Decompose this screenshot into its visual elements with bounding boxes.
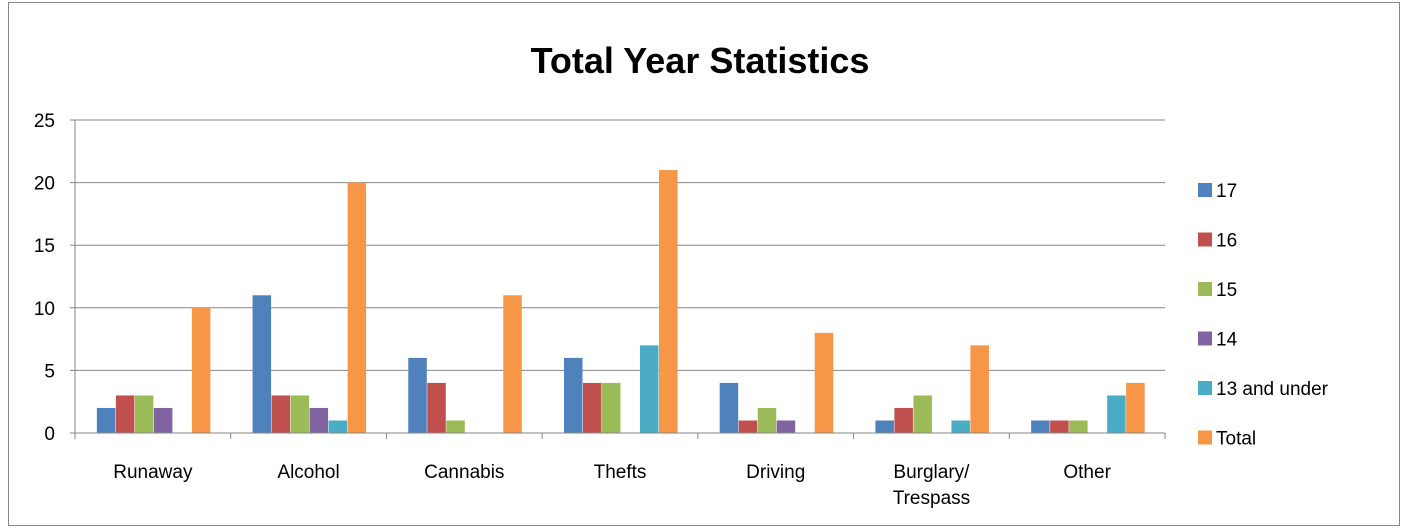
bar: [252, 295, 272, 433]
chart-area: Total Year Statistics 0 5 10 15 20 25 Runaway…: [8, 2, 1400, 526]
bar: [290, 395, 310, 433]
y-tick-label: 25: [34, 111, 55, 132]
legend-label: Total: [1216, 429, 1256, 450]
bar: [564, 357, 583, 433]
bar: [427, 382, 446, 433]
bar: [738, 420, 758, 433]
x-category-label: Other: [1063, 462, 1111, 483]
bar: [153, 407, 173, 433]
bar: [96, 407, 116, 433]
bar: [271, 395, 291, 433]
legend-label: 14: [1216, 330, 1238, 351]
bar: [1050, 420, 1069, 433]
legend-swatch: [1198, 282, 1212, 296]
legend-swatch: [1198, 381, 1212, 395]
bar: [191, 307, 211, 433]
bar: [309, 407, 329, 433]
bar: [951, 420, 970, 433]
x-category-label: Driving: [746, 462, 805, 483]
y-tick-label: 20: [34, 174, 55, 195]
legend-label: 13 and under: [1216, 379, 1329, 400]
x-category-label: Thefts: [594, 462, 647, 483]
legend-label: 17: [1216, 181, 1237, 202]
legend-label: 15: [1216, 280, 1237, 301]
bar: [814, 332, 834, 433]
x-category-label: Alcohol: [277, 462, 339, 483]
bar: [1107, 395, 1126, 433]
legend-swatch: [1198, 232, 1212, 247]
bar: [875, 420, 894, 433]
y-axis: 0 5 10 15 20 25: [34, 111, 76, 445]
legend-swatch: [1198, 430, 1212, 445]
bar-chart: Total Year Statistics 0 5 10 15 20 25 Runaway…: [34, 40, 1329, 509]
x-category-label: Trespass: [893, 488, 970, 509]
bar: [446, 420, 465, 433]
bar: [776, 420, 796, 433]
bar: [894, 407, 913, 433]
y-tick-label: 10: [34, 299, 55, 320]
bars: [96, 170, 1145, 433]
x-axis: Runaway Alcohol Cannabis Thefts Driving Burgl…: [74, 432, 1166, 509]
legend-swatch: [1198, 331, 1212, 346]
x-category-label: Runaway: [113, 462, 193, 483]
bar: [1126, 382, 1145, 433]
legend-label: 16: [1216, 231, 1237, 252]
chart-title: Total Year Statistics: [531, 40, 870, 81]
y-tick-label: 0: [44, 424, 55, 445]
bar: [408, 357, 427, 433]
bar: [913, 395, 932, 433]
x-category-label: Cannabis: [424, 462, 504, 483]
y-tick-label: 5: [44, 361, 55, 382]
bar: [503, 295, 522, 433]
bar: [659, 170, 678, 433]
bar: [328, 420, 348, 433]
bar: [134, 395, 154, 433]
bar: [757, 407, 777, 433]
legend-swatch: [1198, 183, 1212, 197]
bar: [347, 182, 367, 433]
legend: 17 16 15 14 13 and under Total: [1198, 181, 1329, 450]
bar: [970, 345, 989, 433]
bar: [1031, 420, 1050, 433]
x-category-label: Burglary/: [893, 462, 970, 483]
bar: [1069, 420, 1088, 433]
y-tick-label: 15: [34, 236, 55, 257]
bar: [640, 345, 659, 433]
bar: [115, 395, 135, 433]
bar: [719, 382, 739, 433]
gridlines: [75, 119, 1165, 371]
bar: [602, 382, 621, 433]
bar: [583, 382, 602, 433]
